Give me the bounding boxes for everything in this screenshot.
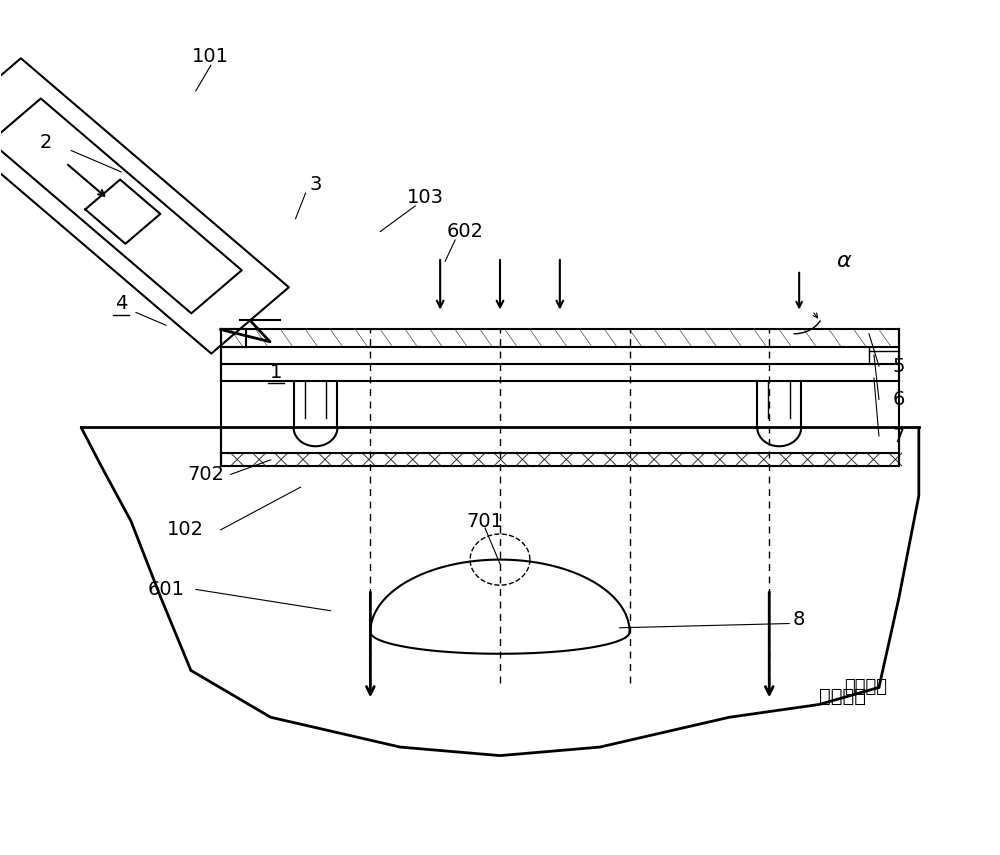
Text: 1: 1 <box>269 363 282 381</box>
Text: 人体组织: 人体组织 <box>819 687 866 705</box>
Text: 7: 7 <box>893 427 905 445</box>
Text: 2: 2 <box>40 133 52 151</box>
Text: 102: 102 <box>167 520 204 540</box>
Text: 702: 702 <box>187 465 224 484</box>
Text: 602: 602 <box>447 222 484 241</box>
Text: 601: 601 <box>147 580 184 598</box>
Text: 6: 6 <box>893 390 905 409</box>
Text: 101: 101 <box>192 47 229 67</box>
Text: 人体组织: 人体组织 <box>844 678 887 697</box>
Text: 5: 5 <box>893 357 905 375</box>
Text: 8: 8 <box>793 610 805 628</box>
Text: $\alpha$: $\alpha$ <box>836 251 852 271</box>
Text: 701: 701 <box>467 512 504 531</box>
Text: 103: 103 <box>407 188 444 207</box>
Text: 4: 4 <box>115 294 127 314</box>
Text: 3: 3 <box>309 175 322 194</box>
